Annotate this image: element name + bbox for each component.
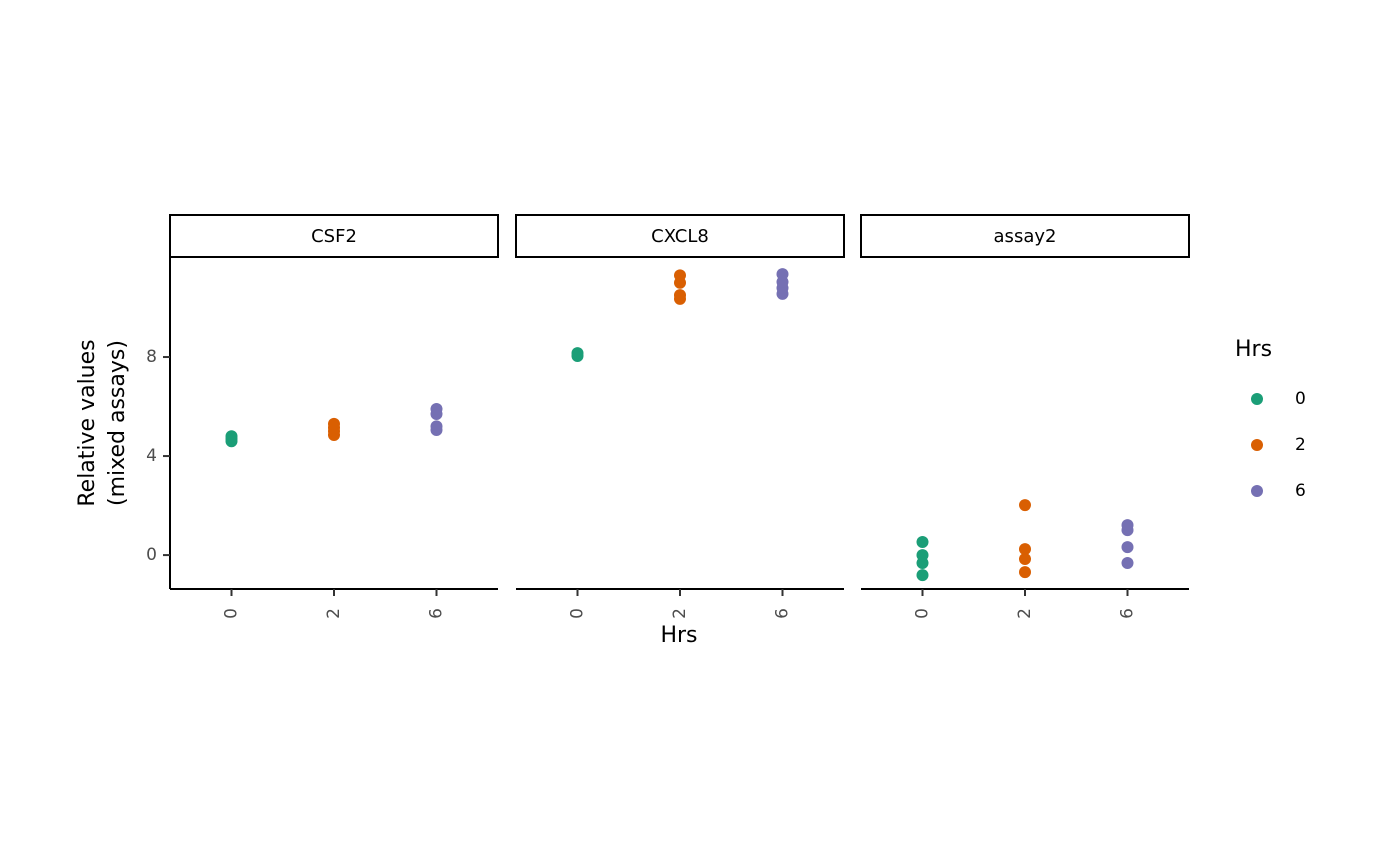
y-tick-label: 8 (146, 347, 157, 367)
x-tick-label: 2 (1015, 608, 1035, 619)
strip-box (169, 214, 499, 258)
point (225, 430, 238, 443)
x-tick-label: 6 (1118, 608, 1138, 619)
legend-label: 0 (1295, 389, 1306, 409)
legend-label: 2 (1295, 435, 1306, 455)
legend-label: 6 (1295, 481, 1306, 501)
strip-box (860, 214, 1190, 258)
point (1121, 557, 1134, 570)
point (328, 417, 340, 430)
x-tick-label: 0 (222, 608, 242, 619)
y-tick-label: 0 (146, 545, 157, 565)
x-tick-label: 6 (427, 608, 447, 619)
x-axis-title: Hrs (660, 623, 697, 648)
x-tick-label: 6 (773, 608, 793, 619)
point (1019, 499, 1031, 512)
x-tick-label: 2 (670, 608, 690, 619)
point (1019, 553, 1031, 566)
point (430, 420, 443, 433)
y-axis-title: (mixed assays) (105, 340, 130, 506)
point (430, 403, 443, 416)
point (674, 289, 686, 302)
strip-title: assay2 (994, 226, 1057, 247)
x-tick-label: 0 (913, 608, 933, 619)
y-tick-label: 4 (146, 446, 157, 466)
legend-marker (1251, 393, 1263, 405)
point (571, 347, 584, 360)
point (916, 569, 929, 582)
x-tick-label: 0 (568, 608, 588, 619)
point (1121, 541, 1134, 554)
legend-title: Hrs (1235, 337, 1272, 362)
strip-title: CSF2 (311, 226, 357, 247)
point (1121, 519, 1134, 532)
point (776, 268, 789, 281)
point (1019, 566, 1031, 579)
point (674, 269, 686, 282)
strip-box (515, 214, 845, 258)
point (1019, 543, 1031, 556)
point (916, 535, 929, 548)
point (916, 549, 929, 562)
y-axis-title: Relative values (75, 339, 100, 506)
x-tick-label: 2 (324, 608, 344, 619)
legend-marker (1251, 439, 1263, 451)
legend-marker (1251, 485, 1263, 497)
strip-title: CXCL8 (651, 226, 709, 247)
